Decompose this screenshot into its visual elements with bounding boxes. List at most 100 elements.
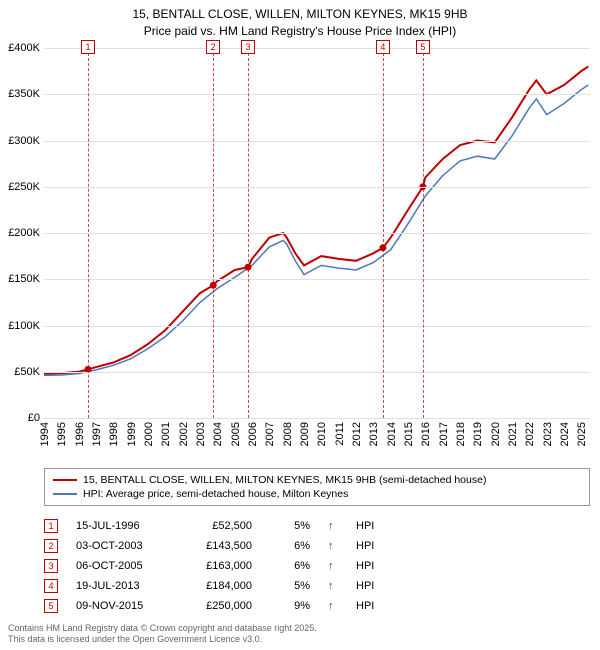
- legend-item: 15, BENTALL CLOSE, WILLEN, MILTON KEYNES…: [53, 473, 581, 487]
- x-axis-label: 1997: [91, 422, 103, 446]
- x-axis-label: 2013: [368, 422, 380, 446]
- title-line1: 15, BENTALL CLOSE, WILLEN, MILTON KEYNES…: [0, 6, 600, 23]
- sale-pct: 6%: [270, 560, 310, 572]
- y-axis-label: £100K: [8, 320, 40, 332]
- x-axis-label: 2000: [143, 422, 155, 446]
- sale-marker-badge: 4: [376, 40, 390, 54]
- legend-swatch: [53, 479, 77, 481]
- sale-price: £163,000: [186, 560, 252, 572]
- x-axis-label: 2012: [351, 422, 363, 446]
- x-axis-label: 2021: [507, 422, 519, 446]
- x-axis-label: 2006: [247, 422, 259, 446]
- x-axis-label: 1999: [126, 422, 138, 446]
- x-axis-label: 1995: [56, 422, 68, 446]
- sale-marker-badge: 2: [206, 40, 220, 54]
- y-gridline: [44, 372, 590, 373]
- sale-hpi-label: HPI: [356, 560, 386, 572]
- y-axis-label: £250K: [8, 181, 40, 193]
- sale-date: 03-OCT-2003: [76, 540, 168, 552]
- sale-marker-line: [213, 48, 214, 418]
- x-axis-label: 1996: [74, 422, 86, 446]
- sale-date: 06-OCT-2005: [76, 560, 168, 572]
- sale-date: 15-JUL-1996: [76, 520, 168, 532]
- sale-row: 2 03-OCT-2003 £143,500 6% ↑ HPI: [44, 536, 386, 556]
- x-axis-label: 2019: [472, 422, 484, 446]
- chart-container: 15, BENTALL CLOSE, WILLEN, MILTON KEYNES…: [0, 0, 600, 650]
- x-axis-label: 2022: [524, 422, 536, 446]
- x-axis-label: 2023: [542, 422, 554, 446]
- sale-price: £143,500: [186, 540, 252, 552]
- up-arrow-icon: ↑: [328, 600, 338, 612]
- x-axis-label: 2017: [438, 422, 450, 446]
- y-axis-label: £300K: [8, 135, 40, 147]
- footer: Contains HM Land Registry data © Crown c…: [8, 623, 317, 646]
- x-axis-label: 1998: [108, 422, 120, 446]
- plot-region: 12345: [44, 48, 590, 418]
- sale-marker-badge: 5: [416, 40, 430, 54]
- sale-index-badge: 1: [44, 519, 58, 533]
- sale-hpi-label: HPI: [356, 540, 386, 552]
- y-gridline: [44, 187, 590, 188]
- x-axis-label: 2010: [316, 422, 328, 446]
- x-axis-label: 2025: [576, 422, 588, 446]
- x-axis-label: 2005: [230, 422, 242, 446]
- sale-index-badge: 3: [44, 559, 58, 573]
- chart-area: 12345 £0£50K£100K£150K£200K£250K£300K£35…: [44, 48, 590, 428]
- legend: 15, BENTALL CLOSE, WILLEN, MILTON KEYNES…: [44, 468, 590, 506]
- up-arrow-icon: ↑: [328, 580, 338, 592]
- legend-swatch: [53, 493, 77, 495]
- sale-price: £52,500: [186, 520, 252, 532]
- sale-marker-line: [248, 48, 249, 418]
- x-axis-label: 2015: [403, 422, 415, 446]
- up-arrow-icon: ↑: [328, 540, 338, 552]
- up-arrow-icon: ↑: [328, 560, 338, 572]
- x-axis-label: 2008: [282, 422, 294, 446]
- y-gridline: [44, 233, 590, 234]
- y-axis-label: £400K: [8, 42, 40, 54]
- series-price_paid: [44, 67, 588, 374]
- legend-label: HPI: Average price, semi-detached house,…: [83, 488, 348, 500]
- sale-price: £184,000: [186, 580, 252, 592]
- sale-pct: 6%: [270, 540, 310, 552]
- x-axis-label: 2011: [334, 422, 346, 446]
- y-gridline: [44, 279, 590, 280]
- sale-row: 1 15-JUL-1996 £52,500 5% ↑ HPI: [44, 516, 386, 536]
- sale-pct: 5%: [270, 520, 310, 532]
- y-gridline: [44, 418, 590, 419]
- sale-index-badge: 4: [44, 579, 58, 593]
- legend-label: 15, BENTALL CLOSE, WILLEN, MILTON KEYNES…: [83, 474, 486, 486]
- x-axis-label: 2018: [455, 422, 467, 446]
- sale-index-badge: 2: [44, 539, 58, 553]
- sale-marker-line: [383, 48, 384, 418]
- sale-hpi-label: HPI: [356, 520, 386, 532]
- y-gridline: [44, 48, 590, 49]
- sale-marker-badge: 3: [241, 40, 255, 54]
- sale-date: 09-NOV-2015: [76, 600, 168, 612]
- x-axis-label: 2016: [420, 422, 432, 446]
- up-arrow-icon: ↑: [328, 520, 338, 532]
- x-axis-label: 2024: [559, 422, 571, 446]
- x-axis-label: 2009: [299, 422, 311, 446]
- y-axis-label: £200K: [8, 227, 40, 239]
- x-axis-label: 1994: [39, 422, 51, 446]
- y-gridline: [44, 141, 590, 142]
- sale-pct: 9%: [270, 600, 310, 612]
- sale-index-badge: 5: [44, 599, 58, 613]
- y-axis-label: £350K: [8, 88, 40, 100]
- x-axis-label: 2003: [195, 422, 207, 446]
- x-axis-label: 2004: [212, 422, 224, 446]
- x-axis-label: 2002: [178, 422, 190, 446]
- y-axis-label: £150K: [8, 273, 40, 285]
- sale-hpi-label: HPI: [356, 580, 386, 592]
- sale-marker-line: [423, 48, 424, 418]
- sales-table: 1 15-JUL-1996 £52,500 5% ↑ HPI 2 03-OCT-2003 £14…: [44, 516, 386, 616]
- sale-marker-line: [88, 48, 89, 418]
- series-hpi: [44, 85, 588, 375]
- sale-row: 419-JUL-2013£184,0005%↑HPI: [44, 576, 386, 596]
- footer-line2: This data is licensed under the Open Gov…: [8, 634, 317, 646]
- sale-row: 3 06-OCT-2005 £163,000 6% ↑ HPI: [44, 556, 386, 576]
- x-axis-label: 2001: [160, 422, 172, 446]
- y-gridline: [44, 94, 590, 95]
- sale-row: 509-NOV-2015£250,0009%↑HPI: [44, 596, 386, 616]
- y-gridline: [44, 326, 590, 327]
